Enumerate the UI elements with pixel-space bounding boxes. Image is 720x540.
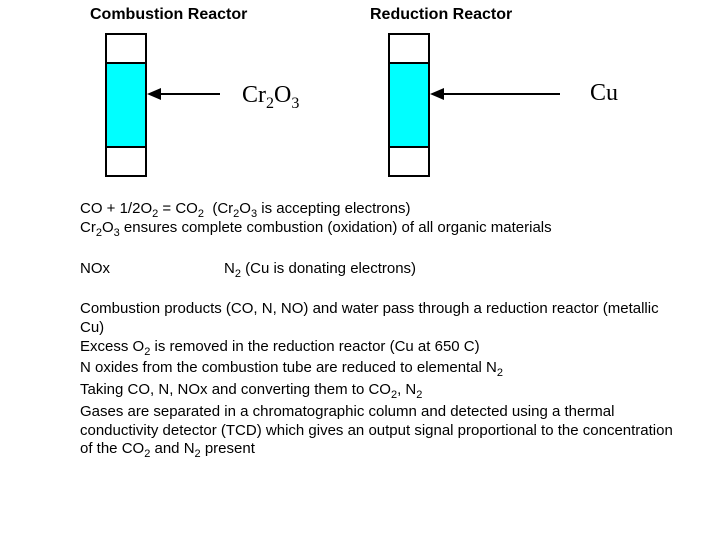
combustion-arrow-line xyxy=(159,93,220,95)
combustion-catalyst-label: Cr2O3 xyxy=(242,82,299,113)
description-paragraph: Combustion products (CO, N, NO) and wate… xyxy=(80,300,680,462)
nox-left-label: NOx xyxy=(80,260,110,279)
reduction-heading: Reduction Reactor xyxy=(370,6,512,24)
reduction-arrow-line xyxy=(442,93,560,95)
nox-right-label: N2 (Cu is donating electrons) xyxy=(224,260,416,282)
combustion-reactor-fill xyxy=(105,62,147,148)
equation-line-2: Cr2O3 ensures complete combustion (oxida… xyxy=(80,219,700,241)
reduction-catalyst-label: Cu xyxy=(590,80,618,107)
combustion-heading: Combustion Reactor xyxy=(90,6,247,24)
reduction-reactor-fill xyxy=(388,62,430,148)
